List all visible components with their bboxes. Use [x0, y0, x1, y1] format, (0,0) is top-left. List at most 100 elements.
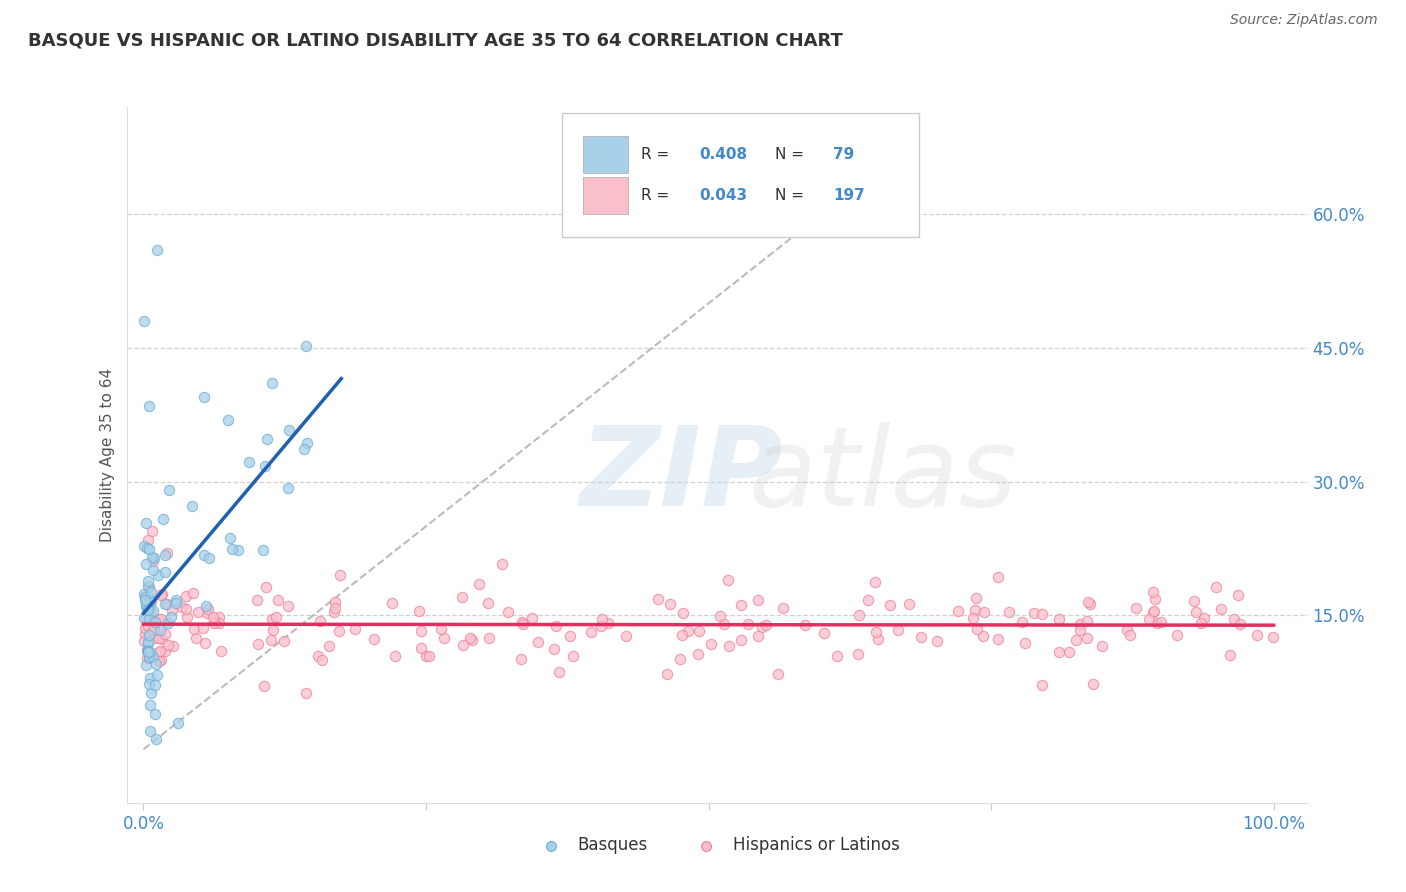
Point	[1076, 615, 1098, 629]
Point	[1146, 615, 1168, 630]
Point	[966, 622, 988, 636]
Point	[136, 634, 159, 648]
Point	[527, 634, 550, 648]
Point	[142, 604, 165, 618]
Point	[510, 615, 533, 629]
Point	[181, 499, 204, 513]
Point	[142, 562, 165, 576]
Point	[150, 653, 173, 667]
Point	[848, 647, 870, 661]
Point	[252, 542, 274, 557]
Point	[430, 622, 453, 636]
Point	[174, 589, 197, 603]
Point	[987, 570, 1010, 584]
Point	[264, 610, 287, 624]
Point	[148, 645, 170, 659]
Point	[671, 628, 693, 642]
Point	[145, 657, 167, 671]
Point	[254, 580, 277, 594]
Point	[135, 599, 157, 613]
Point	[136, 636, 159, 650]
Point	[887, 623, 910, 637]
Point	[136, 574, 159, 589]
Point	[134, 591, 156, 606]
Text: N =: N =	[775, 146, 808, 161]
Point	[1227, 588, 1250, 602]
Point	[134, 634, 156, 648]
Point	[461, 632, 484, 647]
Point	[717, 573, 740, 587]
Point	[323, 595, 346, 609]
Point	[709, 609, 731, 624]
Point	[138, 590, 160, 604]
Point	[1142, 605, 1164, 619]
Point	[176, 610, 198, 624]
Point	[148, 568, 170, 582]
Point	[153, 548, 176, 562]
Point	[136, 578, 159, 592]
Point	[139, 672, 162, 686]
Point	[329, 568, 352, 582]
Point	[700, 637, 723, 651]
Point	[162, 639, 184, 653]
Point	[1078, 597, 1101, 611]
Point	[598, 616, 620, 631]
Point	[1142, 585, 1164, 599]
Point	[135, 602, 157, 616]
Point	[246, 593, 269, 607]
Point	[328, 624, 350, 638]
Point	[433, 631, 456, 645]
Point	[132, 587, 155, 601]
Point	[155, 597, 177, 611]
Point	[418, 649, 440, 664]
Point	[260, 612, 283, 626]
Point	[152, 511, 174, 525]
Point	[135, 557, 157, 571]
Point	[138, 604, 160, 618]
Point	[865, 575, 887, 590]
Point	[156, 638, 179, 652]
Point	[141, 594, 163, 608]
Point	[1064, 632, 1087, 647]
Point	[277, 599, 299, 614]
Point	[1069, 616, 1091, 631]
Point	[150, 587, 173, 601]
Point	[737, 617, 759, 632]
Point	[153, 566, 176, 580]
Point	[156, 597, 179, 611]
Point	[145, 731, 167, 746]
Point	[946, 604, 969, 618]
Point	[1189, 616, 1212, 631]
Point	[910, 630, 932, 644]
Point	[1246, 628, 1268, 642]
Point	[676, 624, 699, 639]
Point	[544, 619, 567, 633]
Point	[825, 649, 848, 664]
Point	[1209, 602, 1232, 616]
Point	[591, 612, 613, 626]
Point	[138, 542, 160, 557]
Point	[156, 546, 179, 560]
Point	[209, 643, 232, 657]
Point	[157, 483, 180, 497]
Point	[1083, 677, 1105, 691]
Point	[963, 603, 986, 617]
Point	[1143, 603, 1166, 617]
Point	[295, 339, 318, 353]
Point	[813, 626, 835, 640]
Point	[194, 636, 217, 650]
Point	[146, 243, 169, 257]
Point	[138, 612, 160, 626]
Point	[226, 543, 249, 558]
Point	[253, 458, 276, 473]
Text: Source: ZipAtlas.com: Source: ZipAtlas.com	[1230, 13, 1378, 28]
Point	[143, 678, 166, 692]
Point	[141, 585, 163, 599]
Point	[491, 558, 513, 572]
Point	[543, 642, 565, 657]
Point	[579, 625, 602, 640]
Point	[202, 616, 225, 631]
Point	[292, 442, 315, 457]
Point	[217, 413, 239, 427]
Point	[562, 648, 585, 663]
